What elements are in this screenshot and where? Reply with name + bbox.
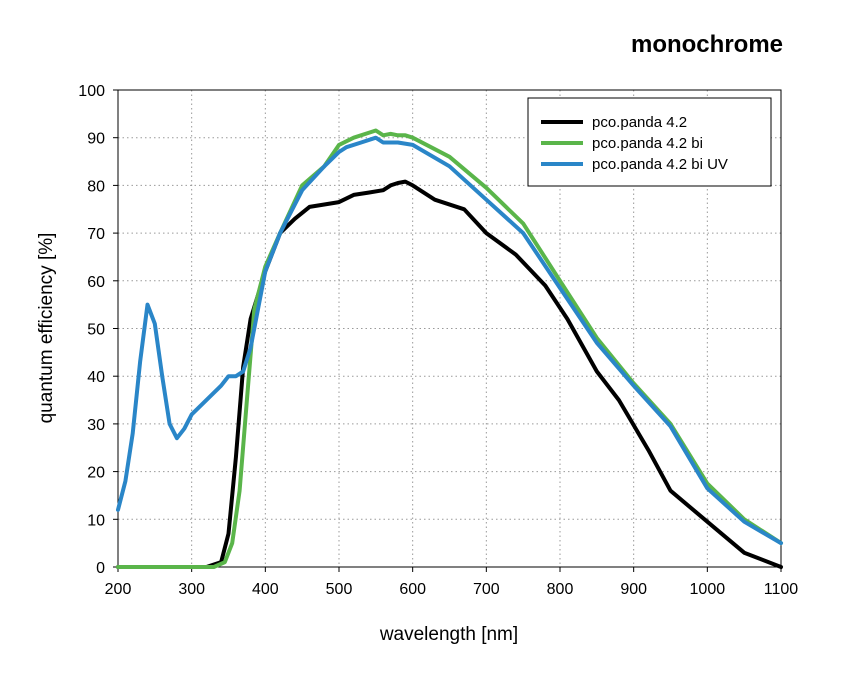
x-axis-ticks: 200 300 400 500 600 700 800 900 1000 1100 (105, 567, 799, 598)
legend-label-1: pco.panda 4.2 (592, 114, 687, 131)
x-tick-label: 300 (178, 581, 205, 598)
x-tick-label: 400 (252, 581, 279, 598)
grid-lines (118, 90, 781, 567)
y-tick-label: 0 (96, 560, 105, 577)
y-tick-label: 70 (87, 226, 105, 243)
x-tick-label: 800 (547, 581, 574, 598)
x-tick-label: 200 (105, 581, 132, 598)
y-axis-label: quantum efficiency [%] (36, 233, 57, 424)
series-line-1 (116, 179, 783, 569)
x-tick-label: 600 (399, 581, 426, 598)
y-tick-label: 90 (87, 131, 105, 148)
y-tick-label: 30 (87, 417, 105, 434)
legend: pco.panda 4.2 pco.panda 4.2 bi pco.panda 4… (527, 97, 772, 187)
y-tick-label: 60 (87, 274, 105, 291)
x-tick-label: 700 (473, 581, 500, 598)
x-tick-label: 500 (326, 581, 353, 598)
legend-label-3: pco.panda 4.2 bi UV (592, 156, 728, 173)
series-line-3 (116, 135, 783, 546)
y-tick-label: 10 (87, 512, 105, 529)
y-axis-ticks: 0 10 20 30 40 50 60 70 80 90 100 (78, 83, 118, 577)
legend-label-2: pco.panda 4.2 bi (592, 135, 703, 152)
x-axis-label: wavelength [nm] (379, 624, 518, 645)
y-tick-label: 40 (87, 369, 105, 386)
x-tick-label: 1100 (764, 581, 799, 598)
x-tick-label: 1000 (690, 581, 726, 598)
y-tick-label: 50 (87, 322, 105, 339)
y-tick-label: 80 (87, 178, 105, 195)
x-tick-label: 900 (620, 581, 647, 598)
chart-title: monochrome (631, 31, 783, 58)
y-tick-label: 20 (87, 465, 105, 482)
y-tick-label: 100 (78, 83, 105, 100)
data-series (116, 128, 783, 569)
series-line-2 (116, 128, 783, 569)
